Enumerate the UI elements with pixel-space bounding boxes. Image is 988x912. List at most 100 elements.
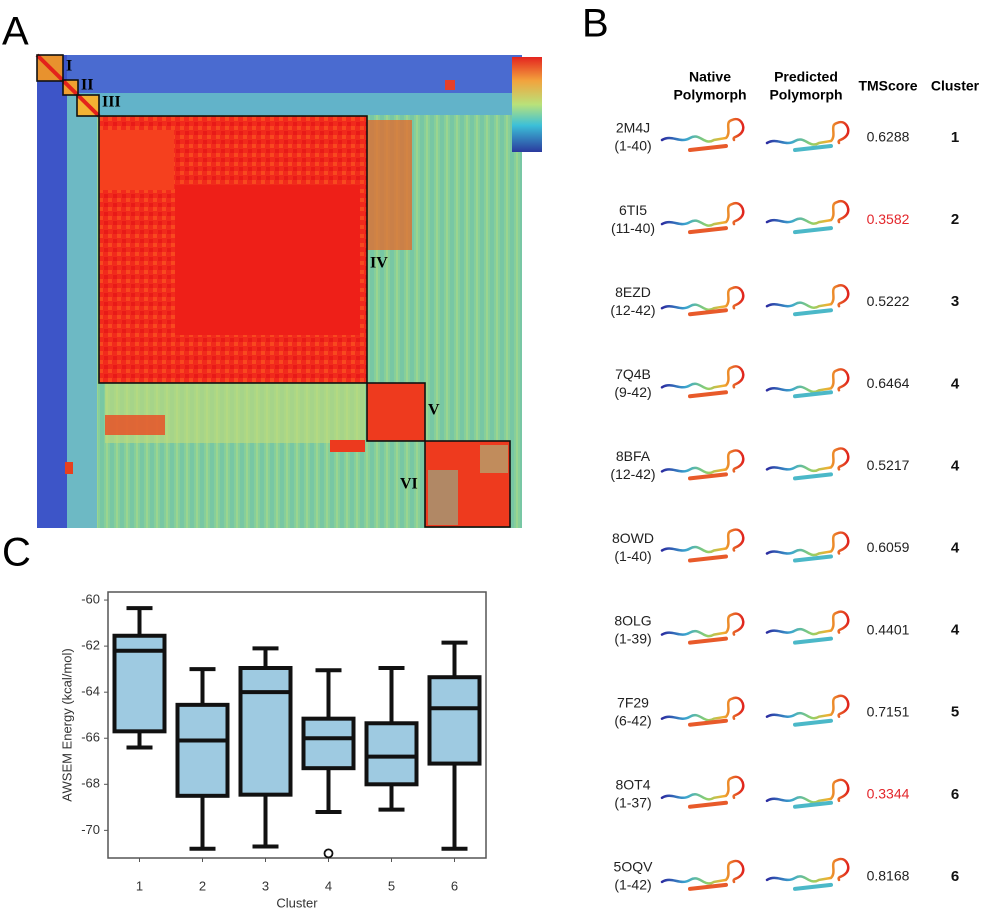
structure-strand (793, 144, 833, 152)
cluster: 5 (951, 704, 959, 721)
residue-range: (6-42) (614, 712, 651, 728)
plot-frame (107, 591, 487, 859)
box (301, 716, 356, 771)
cluster-label: IV (370, 255, 388, 272)
panel-label: A (2, 10, 29, 54)
pdb-id: 7F29 (617, 694, 649, 710)
y-axis-label: AWSEM Energy (kcal/mol) (59, 648, 74, 801)
structure-strand (793, 718, 833, 727)
pdb-id: 8OLG (614, 612, 651, 628)
cluster: 6 (951, 868, 959, 885)
structure-icon (765, 199, 850, 225)
structure-icon (765, 778, 850, 804)
table-header: Predicted (774, 69, 838, 85)
structure-strand (688, 554, 728, 563)
structure-icon (660, 449, 745, 475)
table-header: Polymorph (673, 87, 746, 103)
structure-strand (688, 144, 728, 152)
pdb-id: 8OWD (612, 530, 654, 546)
cluster: 4 (951, 539, 960, 556)
box (427, 675, 482, 766)
residue-range: (1-37) (614, 795, 651, 811)
structure-icon (660, 365, 745, 390)
structure-strand (688, 800, 728, 809)
structure-strand (793, 554, 833, 563)
box (238, 666, 293, 797)
structure-icon (660, 528, 745, 554)
structure-strand (688, 390, 728, 399)
structure-icon (765, 447, 850, 473)
structure-icon (765, 694, 850, 720)
structure-strand (793, 800, 833, 809)
y-tick-label: -64 (81, 684, 100, 699)
structure-icon (660, 696, 745, 722)
structure-icon (765, 531, 850, 557)
pdb-id: 8EZD (615, 284, 651, 300)
structure-strand (793, 390, 833, 399)
y-tick-label: -62 (81, 638, 100, 653)
y-tick-label: -70 (81, 822, 100, 837)
pdb-id: 8BFA (616, 448, 651, 464)
heatmap (35, 53, 542, 528)
tmscore: 0.6059 (867, 539, 910, 555)
x-tick-label: 5 (388, 878, 395, 893)
tmscore: 0.5217 (867, 457, 910, 473)
structure-icon (660, 859, 745, 885)
pdb-id: 7Q4B (615, 366, 651, 382)
residue-range: (1-42) (614, 877, 651, 893)
panel-label: B (582, 2, 609, 46)
structure-icon (660, 286, 745, 311)
cluster: 4 (951, 457, 960, 474)
y-tick-label: -60 (81, 591, 100, 606)
table-header: Native (689, 69, 731, 85)
cluster-label: VI (400, 476, 418, 493)
residue-range: (9-42) (614, 384, 651, 400)
panel-label: C (2, 531, 31, 575)
structure-strand (793, 308, 833, 317)
residue-range: (11-40) (611, 220, 655, 236)
residue-range: (12-42) (610, 466, 655, 482)
y-tick-label: -66 (81, 730, 100, 745)
structure-strand (688, 472, 728, 481)
pdb-id: 5OQV (614, 859, 654, 875)
pdb-id: 2M4J (616, 120, 650, 136)
tmscore: 0.3344 (867, 786, 910, 802)
tmscore: 0.3582 (867, 211, 910, 227)
structure-icon (660, 201, 745, 227)
x-tick-label: 3 (262, 878, 269, 893)
box (175, 702, 230, 798)
cluster: 4 (951, 622, 960, 639)
structure-icon (765, 284, 850, 309)
cluster-label: V (428, 402, 440, 419)
x-tick-label: 1 (136, 878, 143, 893)
structure-icon (765, 857, 850, 883)
structure-strand (793, 226, 833, 235)
pdb-id: 6TI5 (619, 202, 647, 218)
residue-range: (1-40) (614, 548, 651, 564)
structure-icon (765, 120, 850, 146)
cluster: 3 (951, 293, 959, 310)
table-header: Cluster (931, 78, 980, 94)
tmscore: 0.6288 (867, 129, 910, 145)
x-axis-label: Cluster (276, 895, 318, 910)
structure-icon (660, 612, 745, 638)
structure-icon (660, 117, 745, 143)
outlier (323, 848, 334, 859)
tmscore: 0.8168 (867, 868, 910, 884)
structure-strand (688, 636, 728, 645)
structure-strand (688, 718, 728, 727)
structure-strand (688, 308, 728, 317)
tmscore: 0.6464 (867, 375, 910, 391)
cluster: 4 (951, 375, 960, 392)
x-tick-label: 2 (199, 878, 206, 893)
structure-strand (688, 882, 728, 891)
pdb-id: 8OT4 (615, 777, 650, 793)
x-tick-label: 4 (325, 878, 332, 893)
tmscore: 0.7151 (867, 703, 910, 719)
structure-icon (765, 610, 850, 636)
table-header: TMScore (858, 78, 917, 94)
x-tick-label: 6 (451, 878, 458, 893)
cluster: 2 (951, 211, 959, 228)
